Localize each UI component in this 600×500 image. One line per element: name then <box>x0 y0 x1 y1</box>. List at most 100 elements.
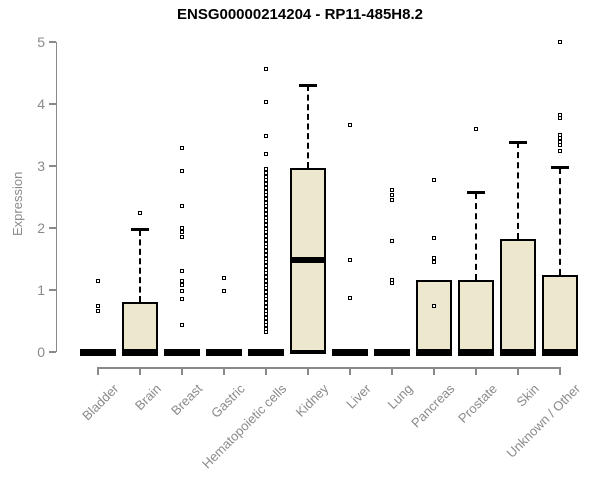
x-axis-tick <box>475 367 477 375</box>
outlier-point-hematopoietic-cells <box>263 167 268 172</box>
outlier-point-breast <box>179 169 184 174</box>
outlier-point-hematopoietic-cells <box>263 304 268 309</box>
outlier-point-hematopoietic-cells <box>263 230 268 235</box>
outlier-point-hematopoietic-cells <box>263 211 268 216</box>
outlier-point-liver <box>347 257 352 262</box>
outlier-point-hematopoietic-cells <box>263 185 268 190</box>
whisker-cap-skin <box>509 140 527 144</box>
outlier-point-breast <box>179 296 184 301</box>
outlier-point-lung <box>389 192 394 197</box>
outlier-point-hematopoietic-cells <box>263 326 268 331</box>
x-axis-tick <box>139 367 141 375</box>
whisker-unknown-other <box>559 167 561 276</box>
median-line-brain <box>122 349 158 356</box>
collapsed-box-liver <box>332 349 368 356</box>
box-skin <box>500 238 536 352</box>
outlier-point-bladder <box>95 308 100 313</box>
outlier-point-hematopoietic-cells <box>263 178 268 183</box>
outlier-point-unknown-other <box>557 136 562 141</box>
median-line-kidney <box>290 257 326 264</box>
outlier-point-breast <box>179 145 184 150</box>
outlier-point-breast <box>179 225 184 230</box>
outlier-point-hematopoietic-cells <box>263 319 268 324</box>
outlier-point-hematopoietic-cells <box>263 152 268 157</box>
y-axis-tick-label: 5 <box>37 34 45 50</box>
outlier-point-liver <box>347 295 352 300</box>
x-axis-tick <box>307 367 309 375</box>
x-axis-category-label: Bladder <box>79 381 122 424</box>
outlier-point-unknown-other <box>557 132 562 137</box>
chart-title: ENSG00000214204 - RP11-485H8.2 <box>176 6 423 23</box>
outlier-point-hematopoietic-cells <box>263 267 268 272</box>
outlier-point-hematopoietic-cells <box>263 263 268 268</box>
outlier-point-unknown-other <box>557 149 562 154</box>
outlier-point-hematopoietic-cells <box>263 293 268 298</box>
x-axis-category-label: Lung <box>384 381 416 413</box>
x-axis-tick <box>223 367 225 375</box>
outlier-point-hematopoietic-cells <box>263 170 268 175</box>
outlier-point-gastric <box>221 275 226 280</box>
y-axis-tick <box>49 289 56 291</box>
whisker-cap-brain <box>131 228 149 232</box>
whisker-cap-unknown-other <box>551 166 569 170</box>
outlier-point-hematopoietic-cells <box>263 99 268 104</box>
median-line-unknown-other <box>542 349 578 356</box>
box-prostate <box>458 280 494 352</box>
x-axis-tick <box>433 367 435 375</box>
outlier-point-hematopoietic-cells <box>263 289 268 294</box>
outlier-point-hematopoietic-cells <box>263 282 268 287</box>
outlier-point-hematopoietic-cells <box>263 316 268 321</box>
x-axis-tick <box>517 367 519 375</box>
y-axis-tick-label: 1 <box>37 282 45 298</box>
y-axis-tick <box>49 41 56 43</box>
outlier-point-hematopoietic-cells <box>263 278 268 283</box>
collapsed-box-breast <box>164 349 200 356</box>
outlier-point-unknown-other <box>557 112 562 117</box>
x-axis-category-label: Brain <box>131 381 164 414</box>
y-axis-tick <box>49 103 56 105</box>
outlier-point-pancreas <box>431 177 436 182</box>
outlier-point-hematopoietic-cells <box>263 301 268 306</box>
outlier-point-hematopoietic-cells <box>263 196 268 201</box>
box-brain <box>122 302 158 352</box>
box-pancreas <box>416 280 452 352</box>
x-axis-tick <box>349 367 351 375</box>
outlier-point-hematopoietic-cells <box>263 241 268 246</box>
outlier-point-hematopoietic-cells <box>263 271 268 276</box>
outlier-point-hematopoietic-cells <box>263 189 268 194</box>
x-axis-tick <box>391 367 393 375</box>
whisker-skin <box>517 142 519 239</box>
outlier-point-hematopoietic-cells <box>263 297 268 302</box>
outlier-point-hematopoietic-cells <box>263 237 268 242</box>
outlier-point-hematopoietic-cells <box>263 226 268 231</box>
y-axis-tick <box>49 227 56 229</box>
x-axis-category-label: Pancreas <box>408 381 458 431</box>
outlier-point-hematopoietic-cells <box>263 200 268 205</box>
x-axis-tick <box>181 367 183 375</box>
box-bottom-kidney <box>290 350 326 354</box>
outlier-point-bladder <box>95 304 100 309</box>
outlier-point-breast <box>179 289 184 294</box>
collapsed-box-gastric <box>206 349 242 356</box>
outlier-point-unknown-other <box>557 143 562 148</box>
outlier-point-lung <box>389 188 394 193</box>
y-axis-tick-label: 3 <box>37 158 45 174</box>
outlier-point-breast <box>179 230 184 235</box>
outlier-point-pancreas <box>431 255 436 260</box>
y-axis-line <box>55 42 57 352</box>
outlier-point-lung <box>389 239 394 244</box>
whisker-kidney <box>307 85 309 169</box>
y-axis-tick <box>49 351 56 353</box>
whisker-cap-kidney <box>299 83 317 87</box>
x-axis-tick <box>265 367 267 375</box>
collapsed-box-bladder <box>80 349 116 356</box>
x-axis-category-label: Breast <box>168 381 206 419</box>
outlier-point-hematopoietic-cells <box>263 234 268 239</box>
outlier-point-hematopoietic-cells <box>263 330 268 335</box>
y-axis-tick <box>49 165 56 167</box>
outlier-point-unknown-other <box>557 116 562 121</box>
box-unknown-other <box>542 275 578 352</box>
outlier-point-hematopoietic-cells <box>263 249 268 254</box>
outlier-point-gastric <box>221 288 226 293</box>
